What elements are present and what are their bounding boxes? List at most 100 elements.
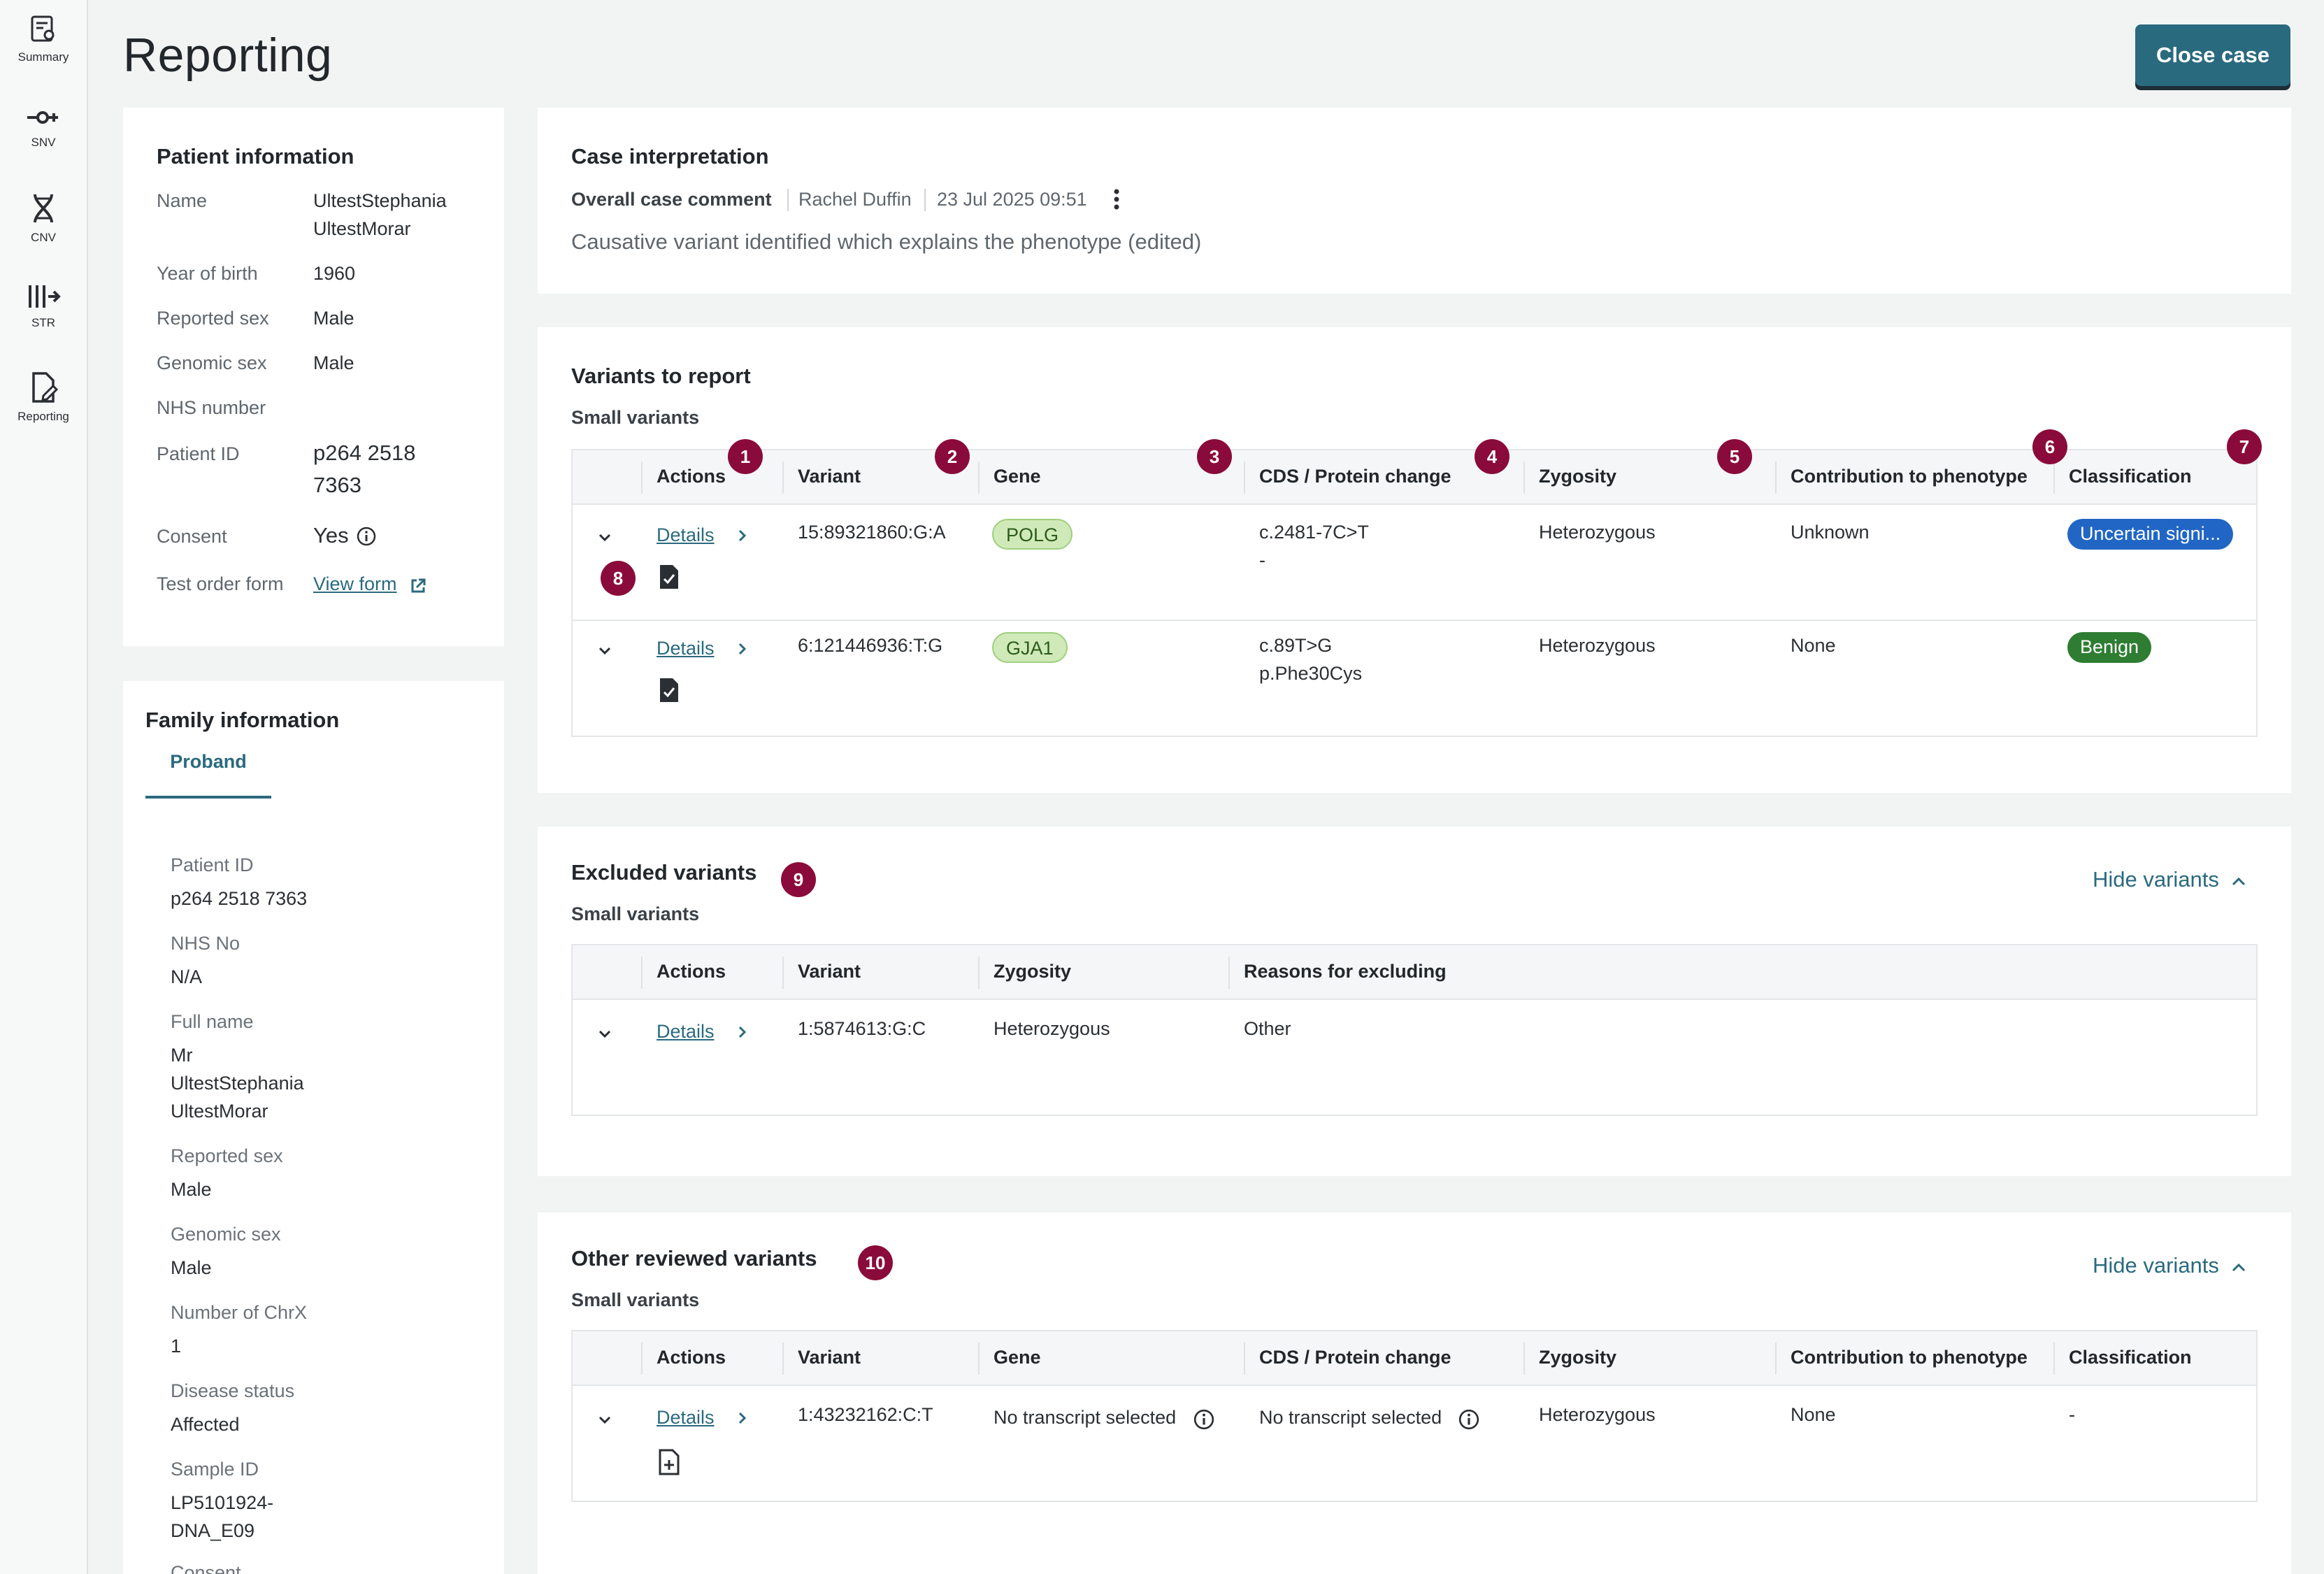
details-link[interactable]: Details xyxy=(657,638,715,659)
column-separator xyxy=(2053,462,2055,494)
column-header-gene: Gene xyxy=(994,1347,1041,1368)
comment-date: 23 Jul 2025 09:51 xyxy=(937,189,1087,210)
protein-value: p.Phe30Cys xyxy=(1259,663,1363,684)
other-reviewed-variants-card: Other reviewed variants Small variants H… xyxy=(538,1212,2291,1574)
name-value-line1: UltestStephania xyxy=(313,190,447,211)
column-header-classification: Classification xyxy=(2069,466,2192,487)
reporting-icon xyxy=(32,372,59,403)
summary-icon xyxy=(31,15,55,42)
contribution-value: Unknown xyxy=(1791,522,1870,543)
annotation-marker: 4 xyxy=(1475,439,1509,474)
cnv-icon xyxy=(34,194,53,223)
nav-label: STR xyxy=(31,316,55,329)
case-interpretation-card: Case interpretation Overall case comment… xyxy=(538,108,2291,294)
details-link[interactable]: Details xyxy=(657,1021,715,1042)
family-field-label: Genomic sex xyxy=(171,1224,281,1245)
contribution-value: None xyxy=(1791,635,1836,656)
document-check-icon[interactable] xyxy=(658,564,680,590)
column-header-variant: Variant xyxy=(798,1347,861,1368)
nav-item-summary[interactable]: Summary xyxy=(0,14,87,64)
family-field-label: Patient ID xyxy=(171,854,254,875)
reported-sex-value: Male xyxy=(313,308,354,329)
zygosity-value: Heterozygous xyxy=(1539,522,1656,543)
external-link-icon[interactable] xyxy=(408,576,428,596)
column-separator xyxy=(1775,1343,1777,1375)
details-link[interactable]: Details xyxy=(657,524,715,545)
gene-badge: POLG xyxy=(992,519,1073,550)
family-info-title: Family information xyxy=(145,708,340,732)
family-field-value: Affected xyxy=(171,1414,240,1435)
variant-value: 1:5874613:G:C xyxy=(798,1018,926,1039)
nav-item-snv[interactable]: SNV xyxy=(0,105,87,150)
column-separator xyxy=(782,1343,784,1375)
chevron-right-icon[interactable] xyxy=(733,1410,750,1426)
variant-value: 6:121446936:T:G xyxy=(798,635,943,656)
comment-author: Rachel Duffin xyxy=(798,189,912,210)
info-icon[interactable] xyxy=(356,526,377,547)
column-separator xyxy=(641,462,643,494)
yob-label: Year of birth xyxy=(157,263,258,284)
nav-item-str[interactable]: STR xyxy=(0,282,87,330)
family-field-label: Number of ChrX xyxy=(171,1302,308,1323)
contribution-value: None xyxy=(1791,1404,1836,1425)
column-separator xyxy=(782,462,784,494)
column-header-zygosity: Zygosity xyxy=(994,961,1072,982)
protein-value: - xyxy=(1259,550,1265,571)
reported-sex-label: Reported sex xyxy=(157,308,269,329)
table-header: Actions Variant Zygosity Reasons for exc… xyxy=(573,945,2256,1000)
nav-label: Reporting xyxy=(17,410,69,423)
details-link[interactable]: Details xyxy=(657,1407,715,1428)
document-check-icon[interactable] xyxy=(658,677,680,703)
chevron-down-icon[interactable] xyxy=(596,1411,613,1428)
column-header-variant: Variant xyxy=(798,466,861,487)
column-separator xyxy=(978,957,980,989)
consent-value: Yes xyxy=(313,523,349,548)
chevron-down-icon[interactable] xyxy=(596,1025,613,1042)
tab-active-indicator xyxy=(145,796,271,799)
nav-rail: Summary SNV CNV STR xyxy=(0,0,88,1574)
str-icon xyxy=(29,285,61,308)
column-header-contribution: Contribution to phenotype xyxy=(1791,466,2028,487)
close-case-button[interactable]: Close case xyxy=(2135,24,2290,86)
other-reviewed-title: Other reviewed variants xyxy=(571,1246,817,1271)
chevron-down-icon[interactable] xyxy=(596,642,613,659)
tab-proband[interactable]: Proband xyxy=(145,737,271,799)
annotation-marker: 8 xyxy=(601,561,636,596)
column-header-reasons: Reasons for excluding xyxy=(1244,961,1447,982)
info-icon[interactable] xyxy=(1458,1408,1480,1431)
annotation-marker: 3 xyxy=(1197,439,1232,474)
more-options-icon[interactable] xyxy=(1111,187,1122,211)
family-field-value: 1 xyxy=(171,1336,182,1357)
tab-proband-label: Proband xyxy=(170,751,247,772)
column-separator xyxy=(1523,1343,1525,1375)
chevron-right-icon[interactable] xyxy=(733,1024,750,1040)
family-field-value: p264 2518 7363 xyxy=(171,888,308,909)
family-field-value: UltestMorar xyxy=(171,1101,268,1122)
family-field-label: Consent xyxy=(171,1562,241,1574)
column-header-variant: Variant xyxy=(798,961,861,982)
other-reviewed-table: Actions Variant Gene CDS / Protein chang… xyxy=(571,1330,2258,1502)
nav-label: Summary xyxy=(17,50,69,64)
annotation-marker: 9 xyxy=(781,862,816,897)
column-header-zygosity: Zygosity xyxy=(1539,1347,1617,1368)
chevron-up-icon xyxy=(2232,1263,2246,1272)
cds-value: No transcript selected xyxy=(1259,1407,1442,1428)
column-separator xyxy=(1244,1343,1245,1375)
family-field-value: UltestStephania xyxy=(171,1073,304,1094)
name-value-line2: UltestMorar xyxy=(313,218,411,239)
info-icon[interactable] xyxy=(1193,1408,1215,1431)
nav-item-reporting[interactable]: Reporting xyxy=(0,371,87,424)
chevron-right-icon[interactable] xyxy=(733,641,750,657)
variants-to-report-card: Variants to report Small variants Action… xyxy=(538,327,2291,793)
cds-value: c.2481-7C>T xyxy=(1259,522,1369,543)
nav-item-cnv[interactable]: CNV xyxy=(0,192,87,245)
chevron-right-icon[interactable] xyxy=(733,527,750,544)
family-field-label: NHS No xyxy=(171,933,241,954)
zygosity-value: Heterozygous xyxy=(1539,635,1656,656)
document-add-icon[interactable] xyxy=(658,1449,680,1475)
chevron-up-icon xyxy=(2232,877,2246,886)
view-form-link[interactable]: View form xyxy=(313,573,397,594)
chevron-down-icon[interactable] xyxy=(596,529,613,545)
column-separator xyxy=(978,462,980,494)
small-variants-subtitle: Small variants xyxy=(571,903,700,924)
